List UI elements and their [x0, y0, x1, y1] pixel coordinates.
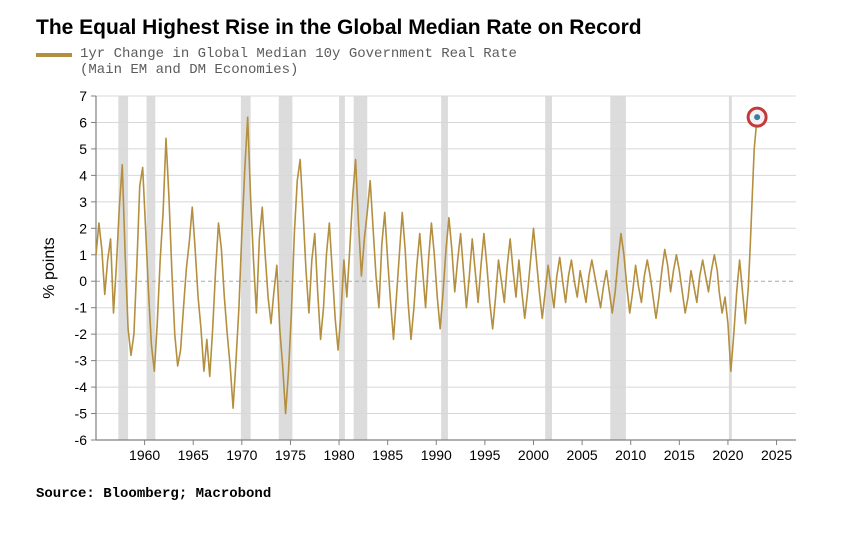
- svg-text:% points: % points: [41, 237, 58, 298]
- svg-text:0: 0: [79, 273, 87, 289]
- svg-text:2000: 2000: [518, 447, 549, 463]
- chart-area: -6 -5 -4 -3 -2 -1 0 1 2 3 4 5 6 7 1960 1965 1970 1975 1980…: [36, 86, 808, 480]
- legend-swatch: [36, 53, 72, 57]
- svg-text:1990: 1990: [421, 447, 452, 463]
- svg-text:1960: 1960: [129, 447, 160, 463]
- svg-text:6: 6: [79, 114, 87, 130]
- legend-line2: (Main EM and DM Economies): [80, 62, 298, 78]
- svg-text:1975: 1975: [275, 447, 306, 463]
- chart-card: The Equal Highest Rise in the Global Med…: [0, 0, 848, 549]
- svg-text:1995: 1995: [469, 447, 500, 463]
- svg-text:5: 5: [79, 141, 87, 157]
- svg-text:1970: 1970: [226, 447, 257, 463]
- svg-text:-3: -3: [75, 353, 88, 369]
- svg-text:-1: -1: [75, 300, 88, 316]
- svg-text:1980: 1980: [323, 447, 354, 463]
- svg-text:3: 3: [79, 194, 87, 210]
- chart-title: The Equal Highest Rise in the Global Med…: [36, 16, 808, 40]
- svg-text:1965: 1965: [178, 447, 209, 463]
- svg-text:-6: -6: [75, 432, 88, 448]
- svg-text:2010: 2010: [615, 447, 646, 463]
- legend-line1: 1yr Change in Global Median 10y Governme…: [80, 46, 517, 62]
- svg-text:2020: 2020: [712, 447, 743, 463]
- svg-text:-5: -5: [75, 406, 88, 422]
- line-chart-svg: -6 -5 -4 -3 -2 -1 0 1 2 3 4 5 6 7 1960 1965 1970 1975 1980…: [36, 86, 808, 480]
- legend: 1yr Change in Global Median 10y Governme…: [36, 46, 808, 78]
- svg-text:2015: 2015: [664, 447, 695, 463]
- svg-text:7: 7: [79, 88, 87, 104]
- svg-text:1: 1: [79, 247, 87, 263]
- legend-text: 1yr Change in Global Median 10y Governme…: [80, 46, 517, 78]
- svg-text:2005: 2005: [567, 447, 598, 463]
- svg-text:4: 4: [79, 167, 87, 183]
- svg-text:2025: 2025: [761, 447, 792, 463]
- svg-text:-2: -2: [75, 326, 88, 342]
- svg-text:-4: -4: [75, 379, 88, 395]
- svg-text:1985: 1985: [372, 447, 403, 463]
- source-line: Source: Bloomberg; Macrobond: [36, 486, 808, 502]
- svg-text:2: 2: [79, 220, 87, 236]
